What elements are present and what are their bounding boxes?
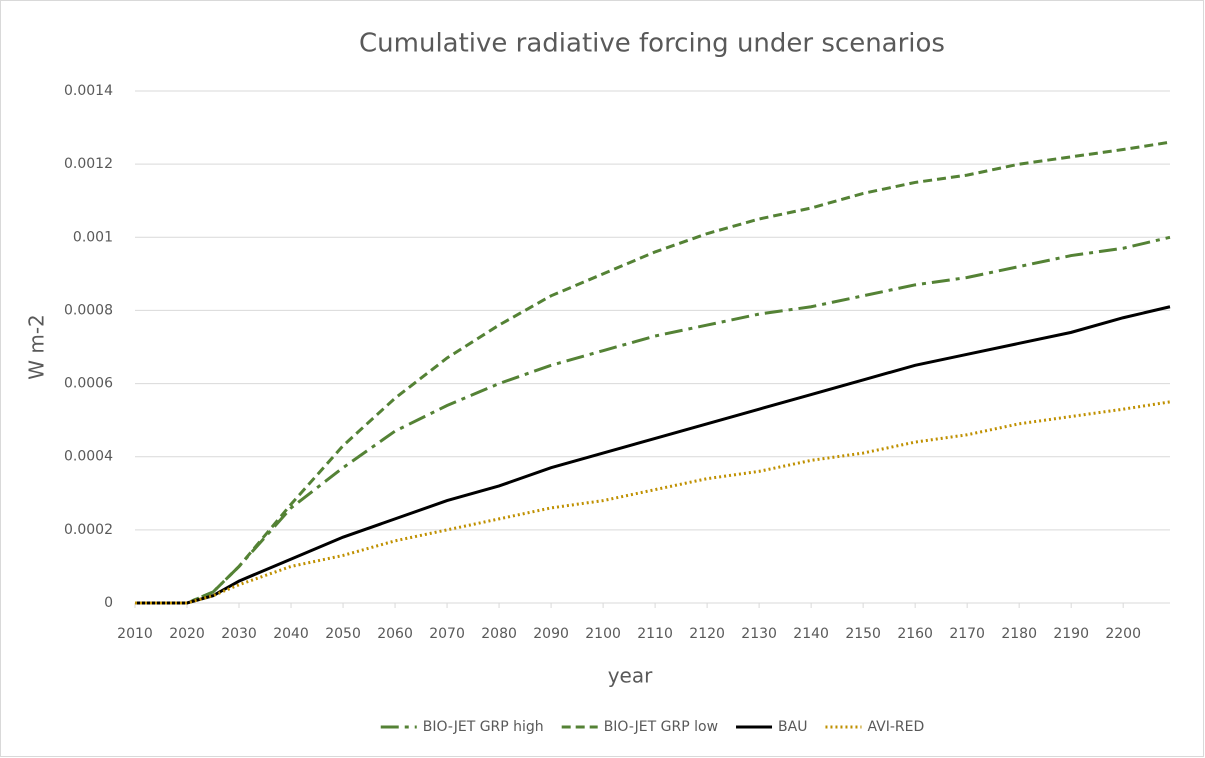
legend-label: BIO-JET GRP low (604, 719, 718, 735)
x-tick-label: 2120 (689, 626, 725, 642)
x-tick-label: 2170 (949, 626, 985, 642)
chart-title: Cumulative radiative forcing under scena… (359, 29, 945, 59)
x-tick-label: 2030 (221, 626, 257, 642)
legend: BIO-JET GRP high BIO-JET GRP low BAU AVI-RE… (380, 719, 924, 735)
x-tick-label: 2010 (117, 626, 153, 642)
x-tick-label: 2150 (845, 626, 881, 642)
y-tick-label: 0.0004 (64, 449, 113, 465)
legend-label: AVI-RED (867, 719, 924, 735)
x-tick-label: 2090 (533, 626, 569, 642)
x-tick-label: 2200 (1105, 626, 1141, 642)
series-line (135, 305, 1171, 605)
x-tick-label: 2050 (325, 626, 361, 642)
x-tick-label: 2140 (793, 626, 829, 642)
y-tick-label: 0.0012 (64, 156, 113, 172)
x-tick-label: 2080 (481, 626, 517, 642)
legend-label: BIO-JET GRP high (423, 719, 544, 735)
y-tick-label: 0.0014 (64, 83, 113, 99)
y-tick-label: 0.0008 (64, 302, 113, 318)
x-tick-label: 2040 (273, 626, 309, 642)
y-tick-label: 0.001 (73, 229, 113, 245)
y-tick-label: 0 (104, 595, 113, 611)
x-tick-label: 2020 (169, 626, 205, 642)
x-tick-label: 2160 (897, 626, 933, 642)
x-tick-label: 2180 (1001, 626, 1037, 642)
y-tick-label: 0.0006 (64, 376, 113, 392)
x-axis-label: year (608, 664, 653, 688)
series-line (135, 140, 1171, 605)
x-tick-label: 2110 (637, 626, 673, 642)
y-axis-label: W m-2 (25, 314, 49, 380)
x-tick-label: 2100 (585, 626, 621, 642)
x-tick-label: 2130 (741, 626, 777, 642)
legend-label: BAU (778, 719, 807, 735)
x-tick-label: 2060 (377, 626, 413, 642)
x-tick-label: 2190 (1053, 626, 1089, 642)
x-tick-label: 2070 (429, 626, 465, 642)
y-tick-label: 0.0002 (64, 522, 113, 538)
